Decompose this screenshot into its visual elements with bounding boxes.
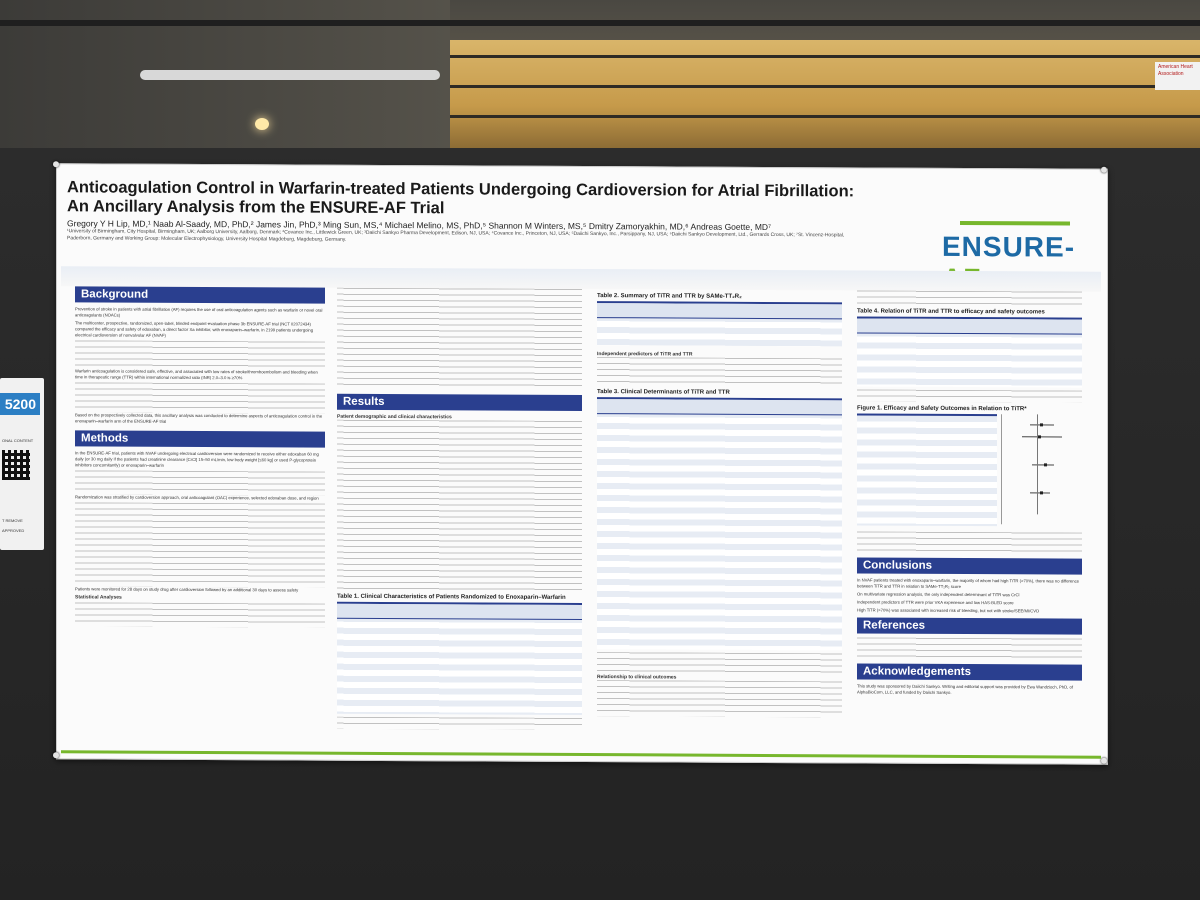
methods-paragraph: In the ENSURE-AF trial, patients with NV… bbox=[75, 450, 319, 468]
table-header bbox=[597, 399, 842, 416]
forest-point bbox=[1044, 463, 1047, 467]
table-header bbox=[597, 303, 842, 320]
exhibit-hall-ceiling bbox=[0, 0, 1200, 160]
ceiling-beam bbox=[450, 55, 1200, 58]
text-lines bbox=[857, 290, 1082, 306]
table-1-title: Table 1. Clinical Characteristics of Pat… bbox=[337, 593, 566, 601]
background-paragraph: Prevention of stroke in patients with at… bbox=[75, 306, 323, 318]
conclusions-heading: Conclusions bbox=[857, 557, 1082, 575]
side-card-note: T REMOVE bbox=[2, 518, 23, 523]
conclusion-item: On multivariate regression analysis, the… bbox=[857, 591, 1020, 598]
text-lines bbox=[597, 680, 842, 718]
figure-footnote bbox=[857, 531, 1082, 555]
ceiling-pipe bbox=[140, 70, 440, 80]
table-3-title: Table 3. Clinical Determinants of TiTR a… bbox=[597, 389, 730, 396]
text-lines bbox=[75, 382, 325, 414]
conclusions-text: In NVAF patients treated with enoxaparin… bbox=[857, 577, 1082, 614]
conclusion-item: High TiTR (>70%) was associated with inc… bbox=[857, 607, 1040, 614]
forest-reference-line bbox=[1037, 414, 1038, 515]
table-1 bbox=[337, 601, 582, 715]
research-poster: Anticoagulation Control in Warfarin-trea… bbox=[53, 161, 1108, 765]
push-pin-icon bbox=[53, 161, 59, 168]
table-header bbox=[337, 603, 582, 620]
text-lines bbox=[75, 502, 325, 588]
statistical-analyses-heading: Statistical Analyses bbox=[75, 594, 122, 601]
acknowledgements-text: This study was sponsored by Daiichi Sank… bbox=[857, 683, 1073, 695]
column-2: Results Patient demographic and clinical… bbox=[337, 287, 582, 730]
aha-sign-text: American Heart Association bbox=[1158, 64, 1193, 77]
column-3: Table 2. Summary of TiTR and TTR by SAMe… bbox=[597, 289, 842, 718]
side-info-card: 5200 ONAL CONTENT T REMOVE APPROVED bbox=[0, 378, 44, 550]
text-lines bbox=[337, 287, 582, 389]
affiliations: ¹University of Birmingham, City Hospital… bbox=[67, 228, 845, 243]
text-lines bbox=[75, 340, 325, 370]
logo-bar bbox=[960, 220, 1070, 226]
conclusion-item: In NVAF patients treated with enoxaparin… bbox=[857, 577, 1080, 589]
push-pin-icon bbox=[53, 752, 59, 759]
side-card-note: ONAL CONTENT bbox=[2, 438, 34, 443]
forest-ci bbox=[1022, 436, 1062, 438]
ceiling-wall bbox=[0, 0, 450, 160]
side-card-note: APPROVED bbox=[2, 528, 25, 533]
conclusion-item: Independent predictors of TTR were prior… bbox=[857, 599, 1014, 606]
table-3 bbox=[597, 397, 842, 651]
figure-1-table bbox=[857, 413, 997, 527]
text-lines bbox=[75, 602, 325, 628]
table-footnote bbox=[597, 652, 842, 676]
poster-number: 5200 bbox=[0, 393, 40, 415]
figure-1-title: Figure 1. Efficacy and Safety Outcomes i… bbox=[857, 405, 1027, 413]
text-lines bbox=[337, 419, 582, 591]
table-footnote bbox=[857, 389, 1082, 403]
ceiling-beam bbox=[450, 85, 1200, 88]
column-4: Table 4. Relation of TiTR and TTR to eff… bbox=[857, 290, 1082, 696]
table-2 bbox=[597, 301, 842, 347]
text-lines bbox=[75, 470, 325, 496]
table-footnote bbox=[337, 716, 582, 730]
push-pin-icon bbox=[1101, 166, 1107, 173]
background-paragraph: Based on the prospectively collected dat… bbox=[75, 412, 323, 424]
aha-sign: American Heart Association bbox=[1155, 62, 1200, 90]
background-paragraph: The multicenter, prospective, randomized… bbox=[75, 320, 314, 338]
table-4 bbox=[857, 316, 1082, 388]
table-2-title: Table 2. Summary of TiTR and TTR by SAMe… bbox=[597, 293, 742, 300]
forest-plot bbox=[1001, 414, 1072, 525]
push-pin-icon bbox=[1101, 757, 1107, 764]
forest-point bbox=[1038, 435, 1041, 439]
table-header bbox=[857, 318, 1082, 335]
methods-text: In the ENSURE-AF trial, patients with NV… bbox=[75, 450, 325, 628]
qr-code-icon bbox=[2, 450, 30, 480]
references-text bbox=[857, 637, 1082, 661]
results-heading: Results bbox=[337, 393, 582, 411]
ensure-af-logo: ENSURE-AF bbox=[942, 207, 1092, 294]
figure-1 bbox=[857, 413, 1082, 527]
text-lines bbox=[597, 357, 842, 387]
methods-heading: Methods bbox=[75, 430, 325, 448]
forest-point bbox=[1040, 491, 1043, 495]
background-paragraph: Warfarin anticoagulation is considered s… bbox=[75, 368, 318, 381]
ceiling-truss bbox=[0, 20, 1200, 26]
lit-ceiling-area bbox=[450, 40, 1200, 150]
ceiling-lamp bbox=[255, 118, 269, 130]
acknowledgements-heading: Acknowledgements bbox=[857, 663, 1082, 681]
forest-ci bbox=[1032, 464, 1054, 466]
background-heading: Background bbox=[75, 286, 325, 304]
background-text: Prevention of stroke in patients with at… bbox=[75, 306, 325, 425]
forest-point bbox=[1040, 423, 1043, 427]
poster-title: Anticoagulation Control in Warfarin-trea… bbox=[67, 178, 907, 220]
column-1: Background Prevention of stroke in patie… bbox=[75, 286, 325, 628]
footer-strip bbox=[61, 750, 1101, 759]
logo-text-part1: ENSURE- bbox=[942, 230, 1076, 263]
ceiling-beam bbox=[450, 115, 1200, 118]
references-heading: References bbox=[857, 617, 1082, 635]
table-4-title: Table 4. Relation of TiTR and TTR to eff… bbox=[857, 308, 1045, 316]
